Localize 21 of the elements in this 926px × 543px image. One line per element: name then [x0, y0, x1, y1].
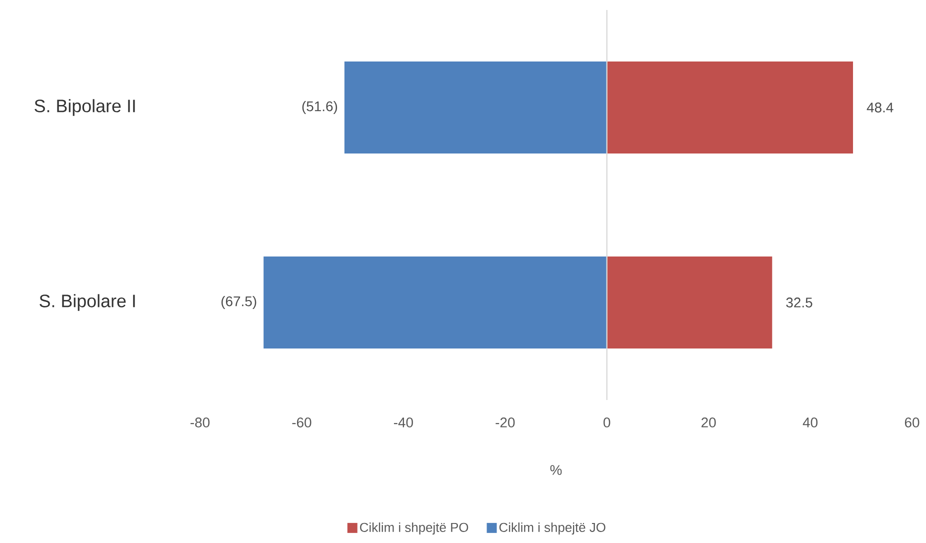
- x-axis-title: %: [550, 465, 562, 475]
- x-tick-label: -80: [190, 418, 210, 428]
- data-label: 48.4: [866, 102, 894, 112]
- bar: [344, 62, 607, 154]
- x-tick-label: 40: [802, 418, 818, 428]
- x-tick-label: -60: [292, 418, 312, 428]
- data-label: (67.5): [221, 296, 256, 310]
- y-tick-label: S. Bipolare II: [34, 99, 135, 116]
- bar: [264, 256, 607, 349]
- x-tick-label: 60: [904, 418, 920, 428]
- x-tick-label: -40: [394, 418, 413, 428]
- y-tick-label: S. Bipolare I: [40, 294, 135, 311]
- x-tick-label: 20: [702, 418, 716, 428]
- legend-label: Ciklim i shpejtë JO: [499, 522, 606, 535]
- x-tick-label: -20: [496, 418, 515, 428]
- x-tick-label: 0: [604, 418, 610, 428]
- data-label: 32.5: [786, 298, 812, 308]
- bar: [606, 62, 854, 154]
- bar: [606, 256, 772, 349]
- legend-label: Ciklim i shpejtë PO: [360, 522, 468, 535]
- data-label: (51.6): [302, 101, 338, 114]
